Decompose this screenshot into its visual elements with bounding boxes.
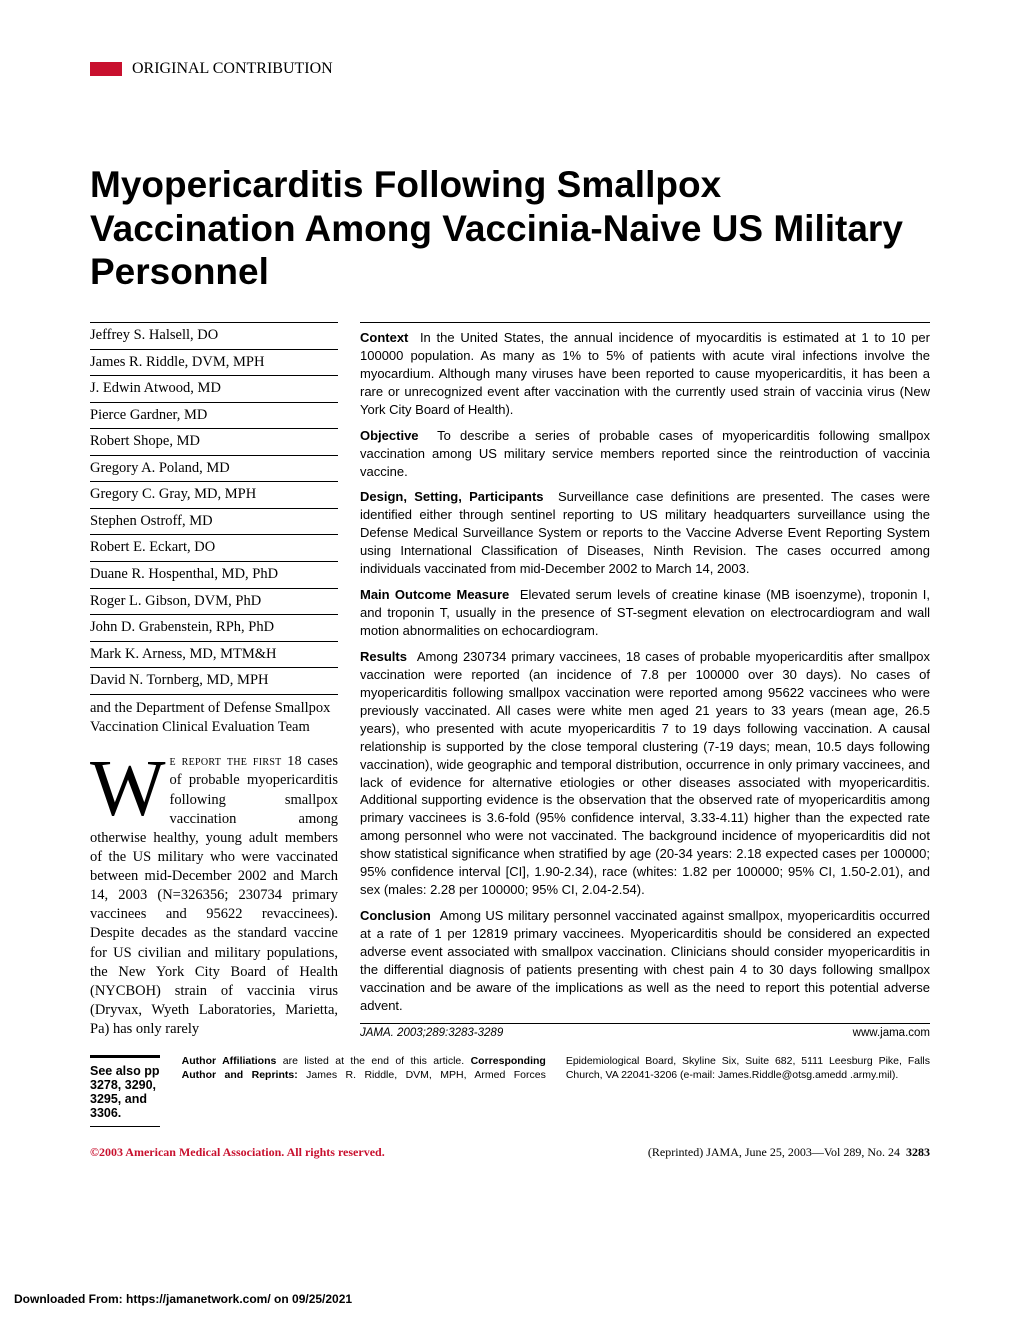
copyright: ©2003 American Medical Association. All … xyxy=(90,1145,385,1160)
author: Gregory A. Poland, MD xyxy=(90,456,338,483)
author: Robert Shope, MD xyxy=(90,429,338,456)
abstract-label: Design, Setting, Participants xyxy=(360,489,558,504)
author: Duane R. Hospenthal, MD, PhD xyxy=(90,562,338,589)
author: Stephen Ostroff, MD xyxy=(90,509,338,536)
download-note: Downloaded From: https://jamanetwork.com… xyxy=(14,1292,352,1306)
author-column: Jeffrey S. Halsell, DO James R. Riddle, … xyxy=(90,322,338,1039)
section-header: ORIGINAL CONTRIBUTION xyxy=(90,60,930,78)
abstract-conclusion: Among US military personnel vaccinated a… xyxy=(360,908,930,1013)
page-footer: ©2003 American Medical Association. All … xyxy=(90,1145,930,1160)
citation-row: JAMA. 2003;289:3283-3289 www.jama.com xyxy=(360,1023,930,1039)
intro-paragraph: We report the first 18 cases of probable… xyxy=(90,752,338,1039)
author: David N. Tornberg, MD, MPH xyxy=(90,668,338,695)
author: Pierce Gardner, MD xyxy=(90,403,338,430)
affiliations: Author Affiliations are listed at the en… xyxy=(182,1055,930,1082)
section-label: ORIGINAL CONTRIBUTION xyxy=(132,60,333,78)
abstract-column: Context In the United States, the annual… xyxy=(360,322,930,1039)
drop-cap: W xyxy=(90,752,170,820)
abstract-results: Among 230734 primary vaccinees, 18 cases… xyxy=(360,649,930,897)
author: Gregory C. Gray, MD, MPH xyxy=(90,482,338,509)
author: John D. Grabenstein, RPh, PhD xyxy=(90,615,338,642)
journal-site: www.jama.com xyxy=(853,1027,930,1039)
citation: JAMA. 2003;289:3283-3289 xyxy=(360,1027,503,1039)
abstract-label: Conclusion xyxy=(360,908,440,923)
team-note: and the Department of Defense Smallpox V… xyxy=(90,695,338,738)
author: Mark K. Arness, MD, MTM&H xyxy=(90,642,338,669)
reprint-info: (Reprinted) JAMA, June 25, 2003—Vol 289,… xyxy=(648,1145,930,1160)
abstract-label: Context xyxy=(360,330,420,345)
abstract-objective: To describe a series of probable cases o… xyxy=(360,428,930,479)
article-title: Myopericarditis Following Smallpox Vacci… xyxy=(90,163,930,294)
abstract-label: Objective xyxy=(360,428,437,443)
see-also-box: See also pp 3278, 3290, 3295, and 3306. xyxy=(90,1055,160,1127)
abstract-label: Main Outcome Measure xyxy=(360,587,520,602)
author: Roger L. Gibson, DVM, PhD xyxy=(90,589,338,616)
abstract-label: Results xyxy=(360,649,417,664)
author: J. Edwin Atwood, MD xyxy=(90,376,338,403)
intro-smallcaps: e report the first 18 xyxy=(170,754,302,769)
author: James R. Riddle, DVM, MPH xyxy=(90,350,338,377)
author: Jeffrey S. Halsell, DO xyxy=(90,322,338,350)
abstract-context: In the United States, the annual inciden… xyxy=(360,330,930,417)
author: Robert E. Eckart, DO xyxy=(90,535,338,562)
accent-block xyxy=(90,62,122,76)
page-number: 3283 xyxy=(906,1145,930,1159)
